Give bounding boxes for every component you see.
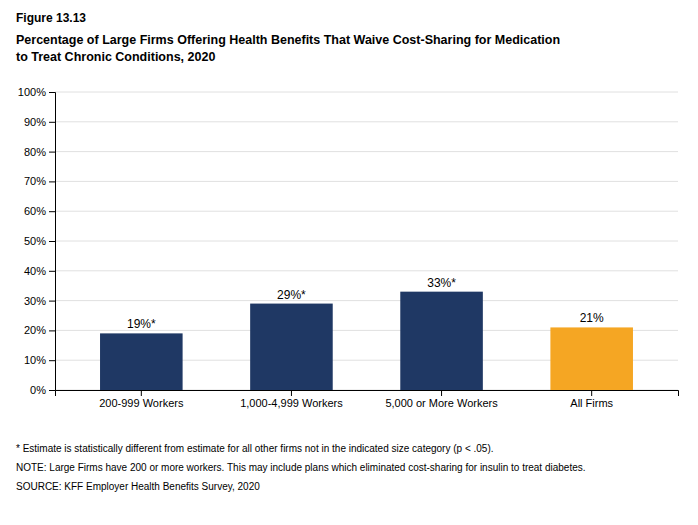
y-tick-mark [49, 241, 55, 242]
y-tick-label: 50% [24, 235, 46, 247]
y-tick: 20% [24, 324, 55, 336]
bar [250, 304, 333, 390]
y-tick-label: 10% [24, 354, 46, 366]
y-tick: 30% [24, 295, 55, 307]
y-tick-mark [49, 181, 55, 182]
plot: 0% 10% 20% 30% 40% 50% 60% 70% 80% 90% 100% 200-999… [18, 86, 679, 409]
y-tick-label: 30% [24, 295, 46, 307]
footnote: SOURCE: KFF Employer Health Benefits Sur… [16, 481, 260, 492]
x-tick-label: All Firms [570, 397, 613, 409]
y-tick-mark [49, 301, 55, 302]
grid-line [55, 121, 678, 122]
grid [55, 92, 678, 390]
y-axis-line [49, 93, 56, 391]
data-label: 21% [580, 311, 604, 325]
y-tick-label: 70% [24, 175, 46, 187]
y-tick-mark [49, 152, 55, 153]
footnote: * Estimate is statistically different fr… [16, 443, 494, 454]
x-tick: 200-999 Workers [99, 390, 184, 409]
data-labels: 19%* 29%* 33%* 21% [127, 276, 604, 332]
y-tick-label: 0% [30, 384, 46, 396]
subtitle-line: to Treat Chronic Conditions, 2020 [16, 50, 215, 64]
y-tick: 90% [24, 116, 55, 128]
y-tick-label: 40% [24, 265, 46, 277]
y-tick-mark [49, 122, 55, 123]
x-tick: 5,000 or More Workers [385, 390, 498, 409]
y-tick: 100% [18, 86, 55, 98]
y-tick: 0% [30, 384, 55, 396]
footnote: NOTE: Large Firms have 200 or more worke… [16, 462, 586, 473]
x-tick-label: 1,000-4,999 Workers [240, 397, 343, 409]
y-tick-label: 60% [24, 205, 46, 217]
data-label: 33%* [427, 276, 456, 290]
x-tick-mark [441, 390, 442, 396]
y-tick-mark [49, 330, 55, 331]
bars [100, 292, 633, 390]
y-tick-mark [49, 271, 55, 272]
y-tick: 40% [24, 265, 55, 277]
x-axis-line [56, 391, 679, 397]
y-tick-mark [49, 92, 55, 93]
grid-line [55, 270, 678, 271]
y-axis: 0% 10% 20% 30% 40% 50% 60% 70% 80% 90% 100% [18, 86, 56, 396]
grid-line [55, 300, 678, 301]
bar [550, 327, 633, 390]
chart: Figure 13.13 Percentage of Large Firms Of… [0, 0, 698, 525]
x-axis: 200-999 Workers 1,000-4,999 Workers 5,000 … [56, 390, 679, 409]
y-tick: 50% [24, 235, 55, 247]
y-tick-mark [49, 360, 55, 361]
grid-line [55, 151, 678, 152]
y-tick-mark [49, 390, 55, 391]
y-tick-label: 90% [24, 116, 46, 128]
grid-line [55, 211, 678, 212]
y-tick-mark [49, 211, 55, 212]
data-label: 29%* [277, 288, 306, 302]
x-tick-mark [141, 390, 142, 396]
x-tick: 1,000-4,999 Workers [240, 390, 343, 409]
bar [400, 292, 483, 390]
y-tick-label: 100% [18, 86, 46, 98]
y-tick-label: 80% [24, 146, 46, 158]
subtitle: Percentage of Large Firms Offering Healt… [16, 33, 560, 64]
grid-line [55, 92, 678, 93]
y-tick: 10% [24, 354, 55, 366]
y-tick-label: 20% [24, 324, 46, 336]
x-tick-label: 200-999 Workers [99, 397, 184, 409]
y-tick: 70% [24, 175, 55, 187]
footnotes: * Estimate is statistically different fr… [16, 443, 586, 492]
bar [100, 333, 183, 390]
y-tick: 60% [24, 205, 55, 217]
x-tick: All Firms [570, 390, 613, 409]
subtitle-line: Percentage of Large Firms Offering Healt… [16, 33, 560, 47]
y-tick: 80% [24, 146, 55, 158]
x-tick-label: 5,000 or More Workers [385, 397, 498, 409]
title: Figure 13.13 [16, 11, 86, 25]
grid-line [55, 181, 678, 182]
x-tick-mark [291, 390, 292, 396]
x-tick-mark [591, 390, 592, 396]
grid-line [55, 241, 678, 242]
data-label: 19%* [127, 317, 156, 331]
